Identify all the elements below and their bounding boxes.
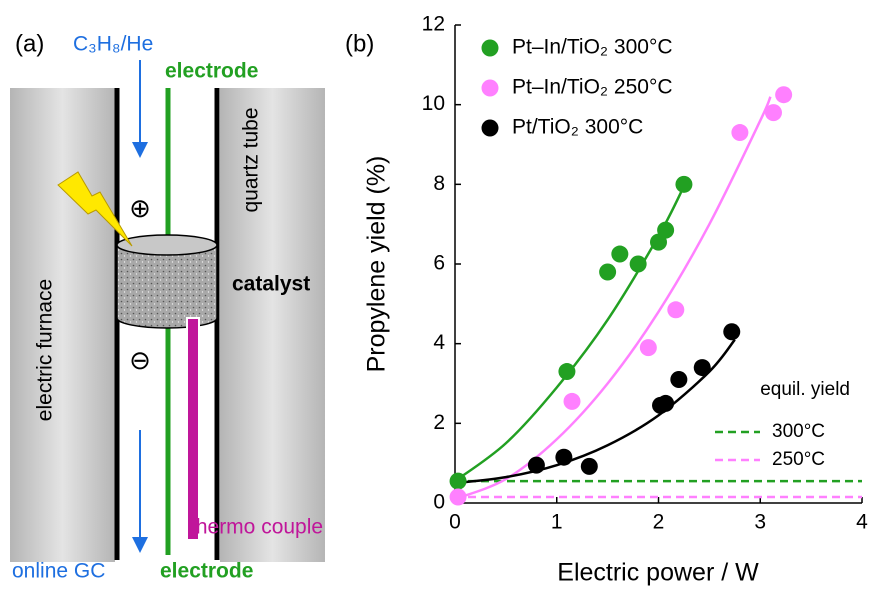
point <box>450 489 467 506</box>
y-tick-label: 2 <box>433 411 445 434</box>
x-tick-label: 3 <box>754 511 766 534</box>
y-tick-label: 6 <box>433 252 445 275</box>
y-tick-label: 8 <box>433 172 445 195</box>
point <box>765 104 782 121</box>
y-tick-label: 0 <box>433 491 445 514</box>
x-tick-label: 2 <box>653 511 665 534</box>
plus-sign: ⊕ <box>129 193 151 223</box>
thermocouple-label: thermo couple <box>190 516 323 539</box>
x-axis-label: Electric power / W <box>557 559 759 587</box>
legend-marker <box>482 40 499 57</box>
catalyst-label: catalyst <box>232 273 310 296</box>
point <box>555 449 572 466</box>
legend-label: 250°C <box>772 449 825 470</box>
point <box>630 256 647 273</box>
furnace-left <box>10 88 115 562</box>
furnace-label: electric furnace <box>34 279 57 421</box>
legend-label: Pt–In/TiO₂ 300°C <box>512 36 673 59</box>
point <box>731 124 748 141</box>
minus-sign: ⊖ <box>129 345 151 375</box>
figure: (a) C₃H₈/He electrode quartz tube cataly… <box>0 0 871 592</box>
point <box>599 263 616 280</box>
point <box>667 301 684 318</box>
point <box>675 176 692 193</box>
x-tick-label: 0 <box>449 511 461 534</box>
point <box>558 363 575 380</box>
point <box>640 339 657 356</box>
legend-marker <box>482 80 499 97</box>
fit-curve <box>455 97 770 499</box>
diagram: (a) C₃H₈/He electrode quartz tube cataly… <box>10 30 325 582</box>
point <box>775 86 792 103</box>
point <box>611 246 628 263</box>
y-tick-label: 10 <box>422 92 445 115</box>
equil-title: equil. yield <box>760 379 850 400</box>
y-axis-label: Propylene yield (%) <box>363 156 391 373</box>
legend-label: Pt–In/TiO₂ 250°C <box>512 76 673 99</box>
panel-label: (b) <box>345 30 374 57</box>
legend-label: 300°C <box>772 421 825 442</box>
outlet-label: online GC <box>12 560 105 583</box>
point <box>528 457 545 474</box>
point <box>657 395 674 412</box>
thermocouple <box>187 318 199 540</box>
panel-label: (a) <box>15 30 44 57</box>
x-tick-label: 1 <box>551 511 563 534</box>
point <box>657 222 674 239</box>
y-tick-label: 12 <box>422 13 445 36</box>
feed-label: C₃H₈/He <box>73 33 153 56</box>
tube-label: quartz tube <box>240 107 263 212</box>
legend-label: Pt/TiO₂ 300°C <box>512 116 643 139</box>
catalyst-top <box>117 235 217 255</box>
furnace-right <box>220 88 325 562</box>
x-tick-label: 4 <box>856 511 868 534</box>
point <box>670 371 687 388</box>
electrode-label: electrode <box>160 560 253 583</box>
y-tick-label: 4 <box>433 331 445 354</box>
point <box>723 323 740 340</box>
point <box>564 393 581 410</box>
point <box>581 458 598 475</box>
catalyst <box>117 245 217 328</box>
fit-curve <box>455 186 684 481</box>
point <box>450 473 467 490</box>
point <box>694 359 711 376</box>
legend-marker <box>482 120 499 137</box>
electrode-label: electrode <box>165 60 258 83</box>
